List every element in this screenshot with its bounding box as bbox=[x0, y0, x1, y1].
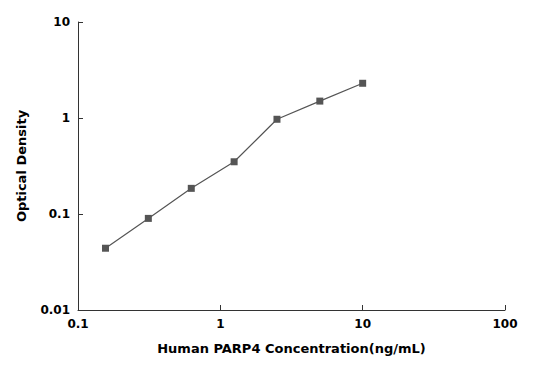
svg-text:0.1: 0.1 bbox=[67, 317, 88, 331]
svg-text:100: 100 bbox=[492, 317, 517, 331]
svg-text:1: 1 bbox=[216, 317, 224, 331]
svg-text:10: 10 bbox=[354, 317, 371, 331]
svg-text:10: 10 bbox=[53, 15, 70, 29]
svg-text:0.01: 0.01 bbox=[40, 303, 70, 317]
svg-text:0.1: 0.1 bbox=[49, 207, 70, 221]
svg-text:1: 1 bbox=[62, 111, 70, 125]
svg-text:Optical Density: Optical Density bbox=[14, 109, 29, 222]
svg-text:Human PARP4 Concentration(ng/m: Human PARP4 Concentration(ng/mL) bbox=[157, 341, 426, 356]
